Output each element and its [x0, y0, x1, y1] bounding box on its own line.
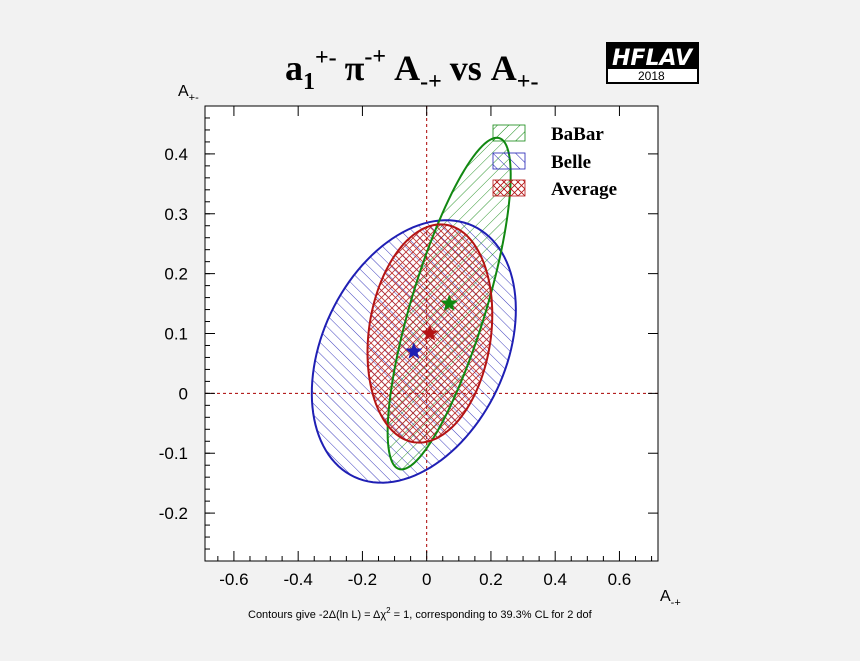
y-tick-label: 0.1 [164, 325, 188, 344]
legend-label-average: Average [551, 179, 617, 200]
y-tick-label: 0.2 [164, 265, 188, 284]
legend-entry-belle: Belle [492, 152, 591, 173]
hflav-logo-year: 2018 [638, 69, 665, 83]
chart-title: a1+- π-+ A-+ vs A+- [285, 44, 538, 95]
y-tick-label: -0.2 [159, 504, 188, 523]
y-tick-label: 0.4 [164, 145, 188, 164]
legend-entry-average: Average [492, 179, 617, 200]
legend-swatch-babar [492, 124, 526, 142]
hflav-logo: HFLAV 2018 [606, 42, 699, 84]
y-tick-label: 0.3 [164, 205, 188, 224]
y-tick-label: -0.1 [159, 444, 188, 463]
x-tick-label: -0.2 [348, 570, 377, 589]
legend-swatch-belle [492, 152, 526, 170]
plot-area [205, 106, 658, 561]
x-tick-label: 0.6 [608, 570, 632, 589]
legend-swatch-average [492, 179, 526, 197]
x-tick-label: -0.4 [284, 570, 313, 589]
hflav-logo-name: HFLAV [612, 46, 694, 71]
y-tick-label: 0 [179, 384, 188, 403]
central-value-star-belle [405, 342, 423, 359]
legend-label-babar: BaBar [551, 124, 604, 145]
y-axis-label: A+- [178, 83, 199, 104]
legend-label-belle: Belle [551, 152, 591, 173]
x-tick-label: 0.2 [479, 570, 503, 589]
legend-entry-babar: BaBar [492, 124, 604, 145]
x-tick-label: -0.6 [219, 570, 248, 589]
legend: BaBar Belle Average [492, 124, 617, 200]
x-axis-label: A-+ [660, 588, 681, 609]
axes: -0.6 -0.4 -0.2 0 0.2 0.4 0.6 -0.2 -0.1 0 0.1 0.2 0.3… [159, 106, 658, 589]
central-value-star-average [421, 324, 439, 341]
x-tick-label: 0 [422, 570, 431, 589]
central-value-star-babar [440, 294, 458, 312]
contour-outline-belle [310, 219, 517, 484]
x-tick-label: 0.4 [543, 570, 567, 589]
chart-caption: Contours give -2Δ(ln L) = Δχ2 = 1, corre… [248, 606, 593, 621]
contour-outline-babar [386, 136, 512, 471]
contour-outline-average [366, 223, 494, 444]
